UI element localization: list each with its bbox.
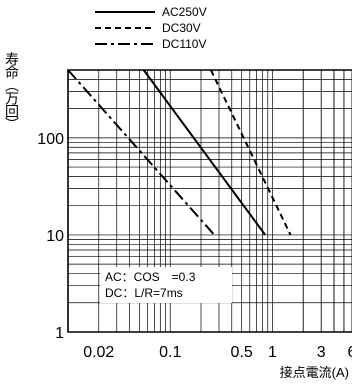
series-line-ac250v (142, 69, 267, 236)
axis-labels: 接点電流(A) 寿命（万回） (4, 51, 349, 380)
annotation-text: AC：COS =0.3 (105, 270, 196, 284)
x-tick-label: 6 (348, 344, 352, 361)
annotation-box (100, 267, 232, 303)
tick-labels: 0.02 0.1 0.5 1 3 6 1 10 100 (37, 131, 352, 361)
series-line-dc30v (209, 69, 292, 236)
legend: AC250V DC30V DC110V (95, 5, 207, 51)
y-tick-label: 10 (46, 228, 64, 245)
series-lines (67, 69, 292, 236)
x-tick-label: 0.5 (231, 344, 253, 361)
legend-label: AC250V (162, 5, 207, 19)
x-tick-label: 1 (268, 344, 277, 361)
x-tick-label: 0.02 (83, 344, 114, 361)
x-tick-label: 0.1 (159, 344, 181, 361)
legend-label: DC110V (162, 37, 206, 51)
annotations: AC：COS =0.3 DC：L/R=7ms (100, 267, 232, 303)
x-axis-label: 接点電流(A) (280, 365, 349, 380)
series-line-dc110v (67, 69, 216, 236)
x-tick-label: 3 (317, 344, 326, 361)
y-axis-label: 寿命（万回） (4, 51, 20, 130)
annotation-text: DC：L/R=7ms (105, 286, 183, 300)
axis-frame (67, 69, 352, 333)
legend-label: DC30V (162, 21, 201, 35)
y-tick-label: 100 (37, 131, 64, 148)
y-tick-label: 1 (55, 325, 64, 342)
plot-frame (67, 69, 352, 333)
